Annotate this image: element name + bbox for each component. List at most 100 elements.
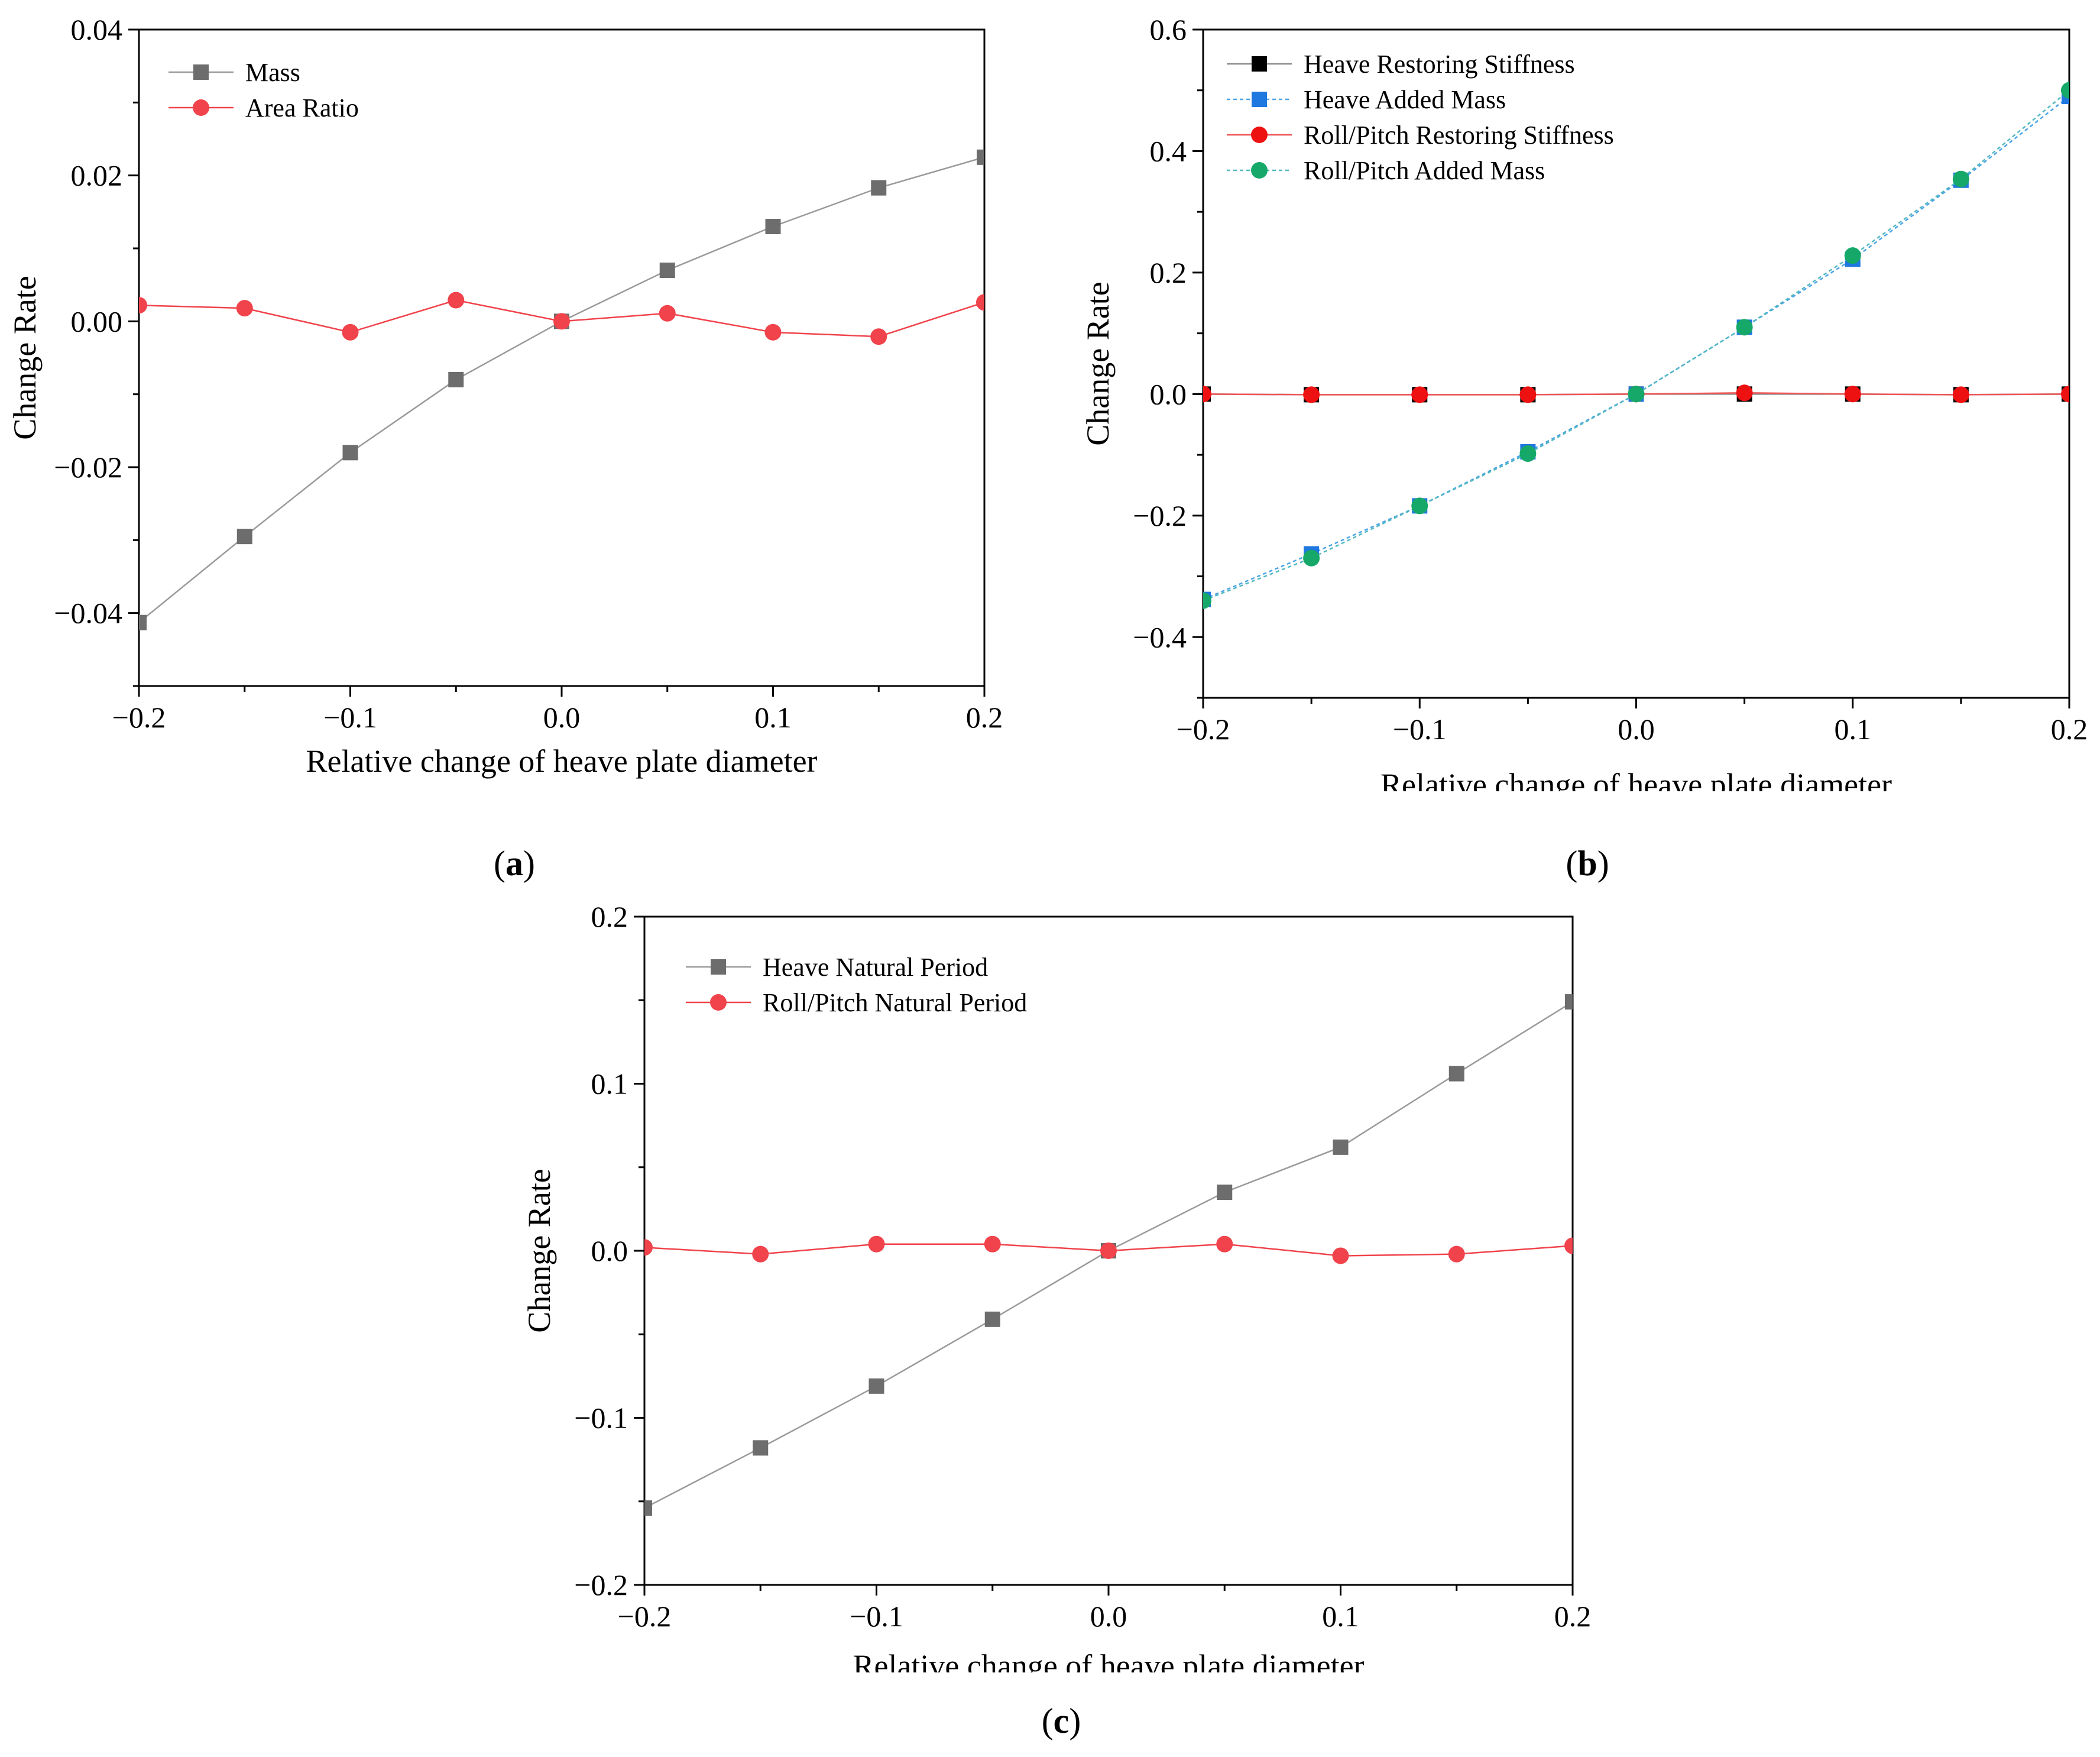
data-point-c-1 [752, 1245, 769, 1263]
data-point-b-3 [1519, 445, 1537, 462]
panel-label-c: (c) [1042, 1701, 1081, 1740]
y-axis-title-c: Change Rate [521, 1169, 557, 1332]
data-point-b-2 [1519, 386, 1537, 403]
data-point-a-1 [236, 300, 253, 317]
legend-label-a-1: Area Ratio [245, 93, 359, 122]
data-point-b-3 [1203, 592, 1211, 609]
legend-marker-c-1 [710, 994, 727, 1011]
data-point-a-1 [342, 323, 359, 341]
data-point-a-1 [976, 294, 984, 311]
data-point-b-2 [1844, 386, 1861, 403]
panel-label-c-letter: c [1054, 1701, 1070, 1740]
x-tick-label-a: 0.0 [543, 701, 581, 734]
data-point-c-0 [868, 1378, 884, 1394]
data-point-c-0 [984, 1311, 1000, 1327]
y-tick-label-c: −0.1 [574, 1402, 628, 1435]
data-point-b-3 [1628, 386, 1645, 403]
data-point-c-0 [1217, 1185, 1233, 1201]
data-point-a-0 [139, 614, 147, 630]
data-point-b-3 [2061, 82, 2069, 99]
data-point-a-0 [342, 445, 358, 461]
legend-marker-b-0 [1252, 56, 1267, 72]
x-tick-label-a: −0.2 [112, 701, 166, 734]
y-tick-label-a: 0.02 [71, 159, 123, 192]
y-axis-title-a: Change Rate [7, 276, 43, 439]
plot-frame-a [138, 28, 986, 687]
x-tick-label-c: −0.1 [850, 1600, 903, 1633]
y-tick-label-a: 0.04 [71, 13, 123, 46]
chart-a: −0.2 −0.1 0.0 0.1 0.2 −0.04 −0.02 0.00 0.02 0.04 R… [7, 13, 1003, 779]
data-point-a-1 [764, 323, 782, 341]
x-axis-title-a: Relative change of heave plate diameter [306, 743, 817, 779]
data-point-a-1 [870, 328, 887, 345]
data-layer-c [644, 994, 1573, 1516]
legend-marker-c-0 [711, 959, 726, 975]
data-point-c-1 [984, 1235, 1001, 1253]
data-point-b-2 [1303, 386, 1320, 403]
x-tick-label-a: 0.1 [754, 701, 792, 734]
data-point-a-1 [139, 297, 147, 314]
data-point-c-0 [1565, 994, 1573, 1010]
panel-label-b-letter: b [1577, 844, 1597, 883]
x-tick-label-b: −0.1 [1393, 713, 1447, 746]
legend-marker-b-1 [1252, 92, 1267, 107]
data-point-b-2 [1203, 386, 1211, 403]
chart-b: −0.2 −0.1 0.0 0.1 0.2 −0.4 −0.2 0.0 0.2 0.4 0.6 Rel… [1080, 13, 2088, 803]
legend-marker-a-1 [193, 99, 209, 116]
data-point-b-3 [1844, 247, 1861, 264]
series-line-b-3 [1203, 89, 2069, 601]
data-point-a-0 [977, 149, 984, 165]
data-point-c-1 [868, 1235, 885, 1253]
data-point-c-1 [644, 1239, 653, 1256]
legend-label-b-1: Heave Added Mass [1304, 85, 1506, 114]
data-point-c-1 [1448, 1245, 1465, 1263]
data-point-b-2 [2061, 386, 2069, 403]
data-point-c-0 [1448, 1066, 1464, 1082]
y-tick-label-a: 0.00 [71, 305, 123, 338]
data-point-c-0 [1333, 1139, 1349, 1155]
y-tick-label-b: 0.0 [1150, 377, 1187, 410]
data-point-b-3 [1411, 497, 1428, 515]
panel-label-a: (a) [494, 844, 535, 883]
chart-c: −0.2 −0.1 0.0 0.1 0.2 −0.2 −0.1 0.0 0.1 0.2 Relati… [521, 900, 1592, 1684]
y-tick-label-c: −0.2 [574, 1568, 628, 1601]
data-point-b-3 [1303, 549, 1320, 567]
data-point-a-1 [659, 305, 676, 322]
legend-label-c-1: Roll/Pitch Natural Period [763, 988, 1027, 1017]
data-point-a-0 [448, 372, 464, 387]
x-tick-label-b: 0.1 [1835, 713, 1872, 746]
x-tick-label-c: −0.2 [618, 1600, 672, 1633]
data-point-a-1 [553, 313, 570, 330]
legend-marker-a-0 [193, 64, 209, 80]
legend-marker-b-3 [1251, 162, 1268, 179]
data-point-b-2 [1952, 386, 1969, 403]
x-tick-label-c: 0.2 [1554, 1600, 1592, 1633]
panel-label-b: (b) [1566, 844, 1609, 883]
y-tick-label-a: −0.02 [54, 451, 122, 484]
data-point-a-1 [448, 292, 465, 309]
legend-label-b-0: Heave Restoring Stiffness [1304, 50, 1575, 79]
data-layer-b [1203, 82, 2069, 609]
y-tick-label-b: 0.4 [1150, 134, 1187, 167]
data-point-c-1 [1332, 1247, 1349, 1264]
panel-label-a-letter: a [505, 844, 523, 883]
data-point-b-3 [1736, 319, 1753, 336]
y-tick-label-b: −0.2 [1133, 499, 1187, 532]
y-tick-label-a: −0.04 [54, 597, 122, 630]
x-axis-title-c: Relative change of heave plate diameter [853, 1648, 1364, 1684]
series-line-a-0 [139, 156, 984, 623]
x-tick-label-c: 0.1 [1322, 1600, 1359, 1633]
y-tick-label-b: 0.2 [1150, 256, 1187, 289]
data-point-a-0 [871, 180, 887, 196]
data-point-c-0 [753, 1440, 769, 1456]
y-tick-label-c: 0.0 [591, 1234, 628, 1267]
data-layer-a [139, 149, 984, 630]
y-tick-label-b: 0.6 [1150, 13, 1187, 46]
x-tick-label-a: −0.1 [323, 701, 377, 734]
x-tick-label-b: −0.2 [1177, 713, 1230, 746]
legend-label-c-0: Heave Natural Period [763, 953, 988, 982]
x-axis-title-b: Relative change of heave plate diameter [1380, 767, 1892, 803]
data-point-a-0 [765, 219, 781, 234]
x-tick-label-c: 0.0 [1090, 1600, 1127, 1633]
